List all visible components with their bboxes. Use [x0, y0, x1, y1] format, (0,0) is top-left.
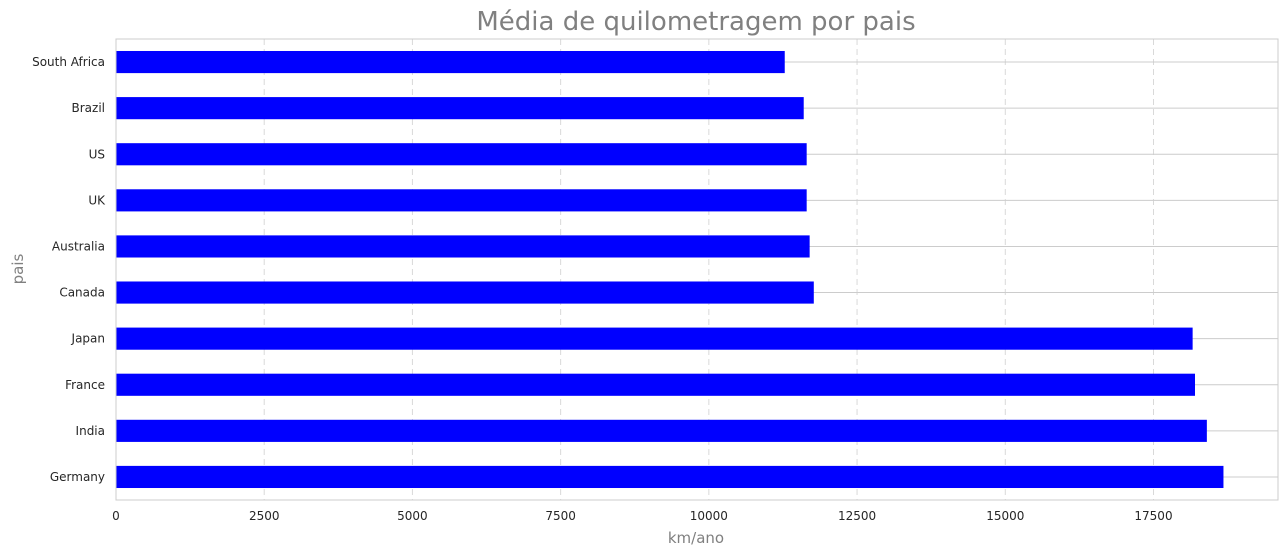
bar [116, 373, 1195, 396]
x-tick-label: 15000 [986, 509, 1024, 523]
y-tick-label: UK [88, 193, 106, 207]
plot-frame [115, 38, 1279, 501]
bar [116, 189, 807, 212]
y-tick-label: Japan [71, 332, 105, 346]
x-tick-label: 5000 [397, 509, 428, 523]
bar [116, 465, 1224, 489]
x-tick-label: 0 [112, 509, 120, 523]
bar [116, 143, 807, 166]
y-axis-label: pais [9, 253, 27, 284]
chart-title: Média de quilometragem por pais [476, 7, 915, 37]
y-tick-label: France [65, 378, 105, 392]
bar [116, 97, 804, 120]
bars [116, 50, 1224, 489]
x-axis-label: km/ano [668, 529, 724, 547]
bar [116, 50, 785, 74]
y-tick-label: Canada [59, 286, 105, 300]
y-tick-label: South Africa [32, 55, 105, 69]
bar [116, 327, 1193, 350]
bar [116, 235, 810, 258]
x-tick-labels: 0 2500 5000 7500 10000 12500 15000 17500 [112, 509, 1172, 523]
y-tick-label: India [76, 424, 105, 438]
x-tick-label: 12500 [838, 509, 876, 523]
x-tick-label: 2500 [249, 509, 280, 523]
y-tick-label: Germany [50, 470, 105, 484]
y-tick-label: US [89, 147, 105, 161]
x-tick-label: 17500 [1134, 509, 1172, 523]
bar [116, 419, 1207, 442]
bar [116, 281, 814, 304]
y-tick-label: Australia [52, 239, 105, 253]
x-tick-label: 7500 [545, 509, 576, 523]
y-tick-labels: South Africa Brazil US UK Australia Canada Jap… [32, 55, 106, 484]
y-tick-label: Brazil [72, 101, 106, 115]
x-tick-label: 10000 [690, 509, 728, 523]
